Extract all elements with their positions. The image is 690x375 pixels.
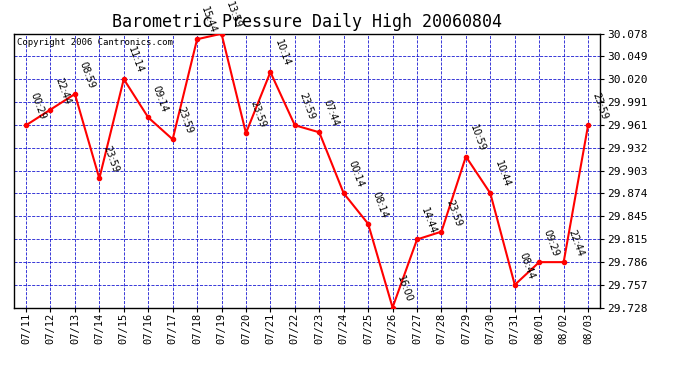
Text: 10:44: 10:44 [493,160,512,189]
Text: 13:59: 13:59 [224,0,243,30]
Text: 16:00: 16:00 [395,274,414,303]
Text: 14:44: 14:44 [420,206,438,236]
Text: 23:59: 23:59 [175,105,194,135]
Title: Barometric Pressure Daily High 20060804: Barometric Pressure Daily High 20060804 [112,13,502,31]
Text: 15:44: 15:44 [199,6,219,35]
Text: 08:14: 08:14 [371,190,389,220]
Text: 11:14: 11:14 [126,45,145,75]
Text: Copyright 2006 Cantronics.com: Copyright 2006 Cantronics.com [17,38,172,47]
Text: 08:59: 08:59 [77,60,97,90]
Text: 09:29: 09:29 [542,228,560,258]
Text: 22:44: 22:44 [566,228,585,258]
Text: 10:59: 10:59 [469,123,487,153]
Text: 23:59: 23:59 [297,92,316,121]
Text: 23:59: 23:59 [248,99,267,129]
Text: 00:29: 00:29 [28,92,48,121]
Text: 23:59: 23:59 [591,92,609,121]
Text: 22:44: 22:44 [53,76,72,105]
Text: 07:44: 07:44 [322,99,341,128]
Text: 23:59: 23:59 [102,145,121,174]
Text: 10:14: 10:14 [273,39,292,68]
Text: 23:59: 23:59 [444,198,463,228]
Text: 00:14: 00:14 [346,160,365,189]
Text: 08:44: 08:44 [518,251,536,281]
Text: 09:14: 09:14 [150,84,170,113]
